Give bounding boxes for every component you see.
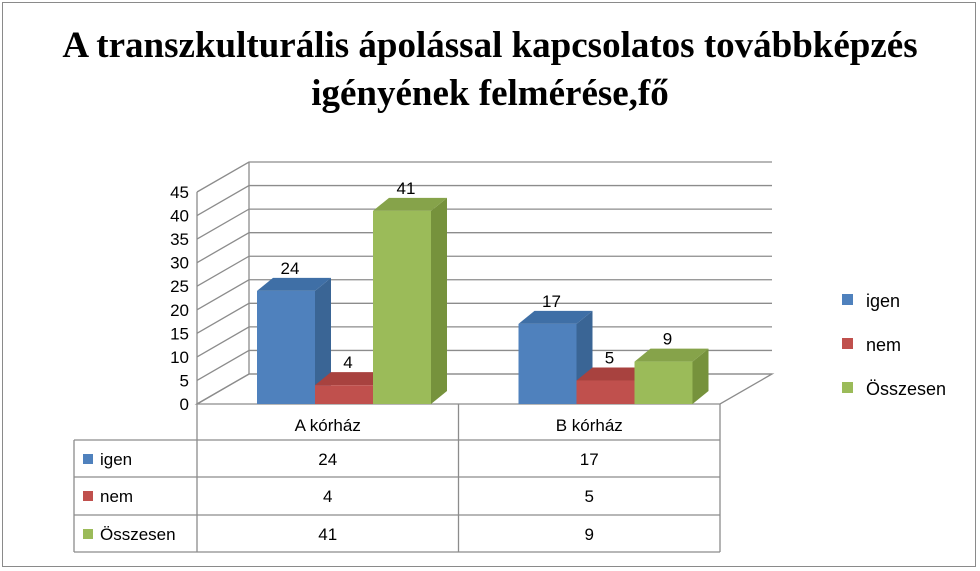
table-cell-value: 5 [585, 487, 594, 506]
y-tick-label: 5 [180, 371, 189, 390]
data-label: 41 [397, 179, 416, 198]
table-series-label: Összesen [100, 525, 176, 544]
table-cell-value: 4 [323, 487, 332, 506]
y-tick-label: 0 [180, 395, 189, 414]
y-tick-label: 15 [170, 324, 189, 343]
table-legend-key [83, 491, 93, 501]
legend-label: nem [866, 335, 901, 355]
legend-key [842, 382, 853, 393]
y-tick-label: 30 [170, 254, 189, 273]
legend-label: igen [866, 291, 900, 311]
legend-label: Összesen [866, 379, 946, 399]
legend-key [842, 338, 853, 349]
bar [373, 210, 431, 404]
legend-key [842, 294, 853, 305]
bar [576, 380, 635, 404]
bar-side [692, 348, 709, 404]
bar-side [431, 197, 447, 404]
chart-title: A transzkulturális ápolással kapcsolatos… [62, 25, 918, 114]
y-tick-label: 35 [170, 230, 189, 249]
table-category-label: B kórház [556, 416, 623, 435]
y-tick-label: 40 [170, 207, 189, 226]
bar [518, 323, 577, 404]
table-cell-value: 9 [585, 525, 594, 544]
table-legend-key [83, 454, 93, 464]
bar [257, 290, 315, 404]
data-label: 5 [605, 348, 614, 367]
bar-top [257, 277, 331, 291]
bar-top [373, 197, 447, 211]
data-label: 24 [281, 259, 300, 278]
y-tick-label: 20 [170, 301, 189, 320]
data-label: 17 [542, 292, 561, 311]
table-series-label: igen [100, 450, 132, 469]
bar [315, 385, 373, 404]
gridline [196, 184, 772, 217]
table-cell-value: 24 [318, 450, 337, 469]
table-cell-value: 17 [580, 450, 599, 469]
gridline [196, 208, 772, 240]
bar-top [315, 372, 389, 386]
table-category-label: A kórház [295, 416, 361, 435]
gridline [196, 161, 772, 193]
y-tick-label: 10 [170, 348, 189, 367]
bar [634, 361, 693, 404]
bar-side [315, 277, 331, 404]
table-legend-key [83, 529, 93, 539]
bar-top [518, 310, 593, 324]
data-label: 4 [343, 353, 352, 372]
y-tick-label: 25 [170, 277, 189, 296]
table-series-label: nem [100, 487, 133, 506]
data-label: 9 [663, 330, 672, 349]
y-tick-label: 45 [170, 183, 189, 202]
bar-top [634, 348, 709, 362]
table-cell-value: 41 [318, 525, 337, 544]
bar-top [576, 367, 651, 381]
